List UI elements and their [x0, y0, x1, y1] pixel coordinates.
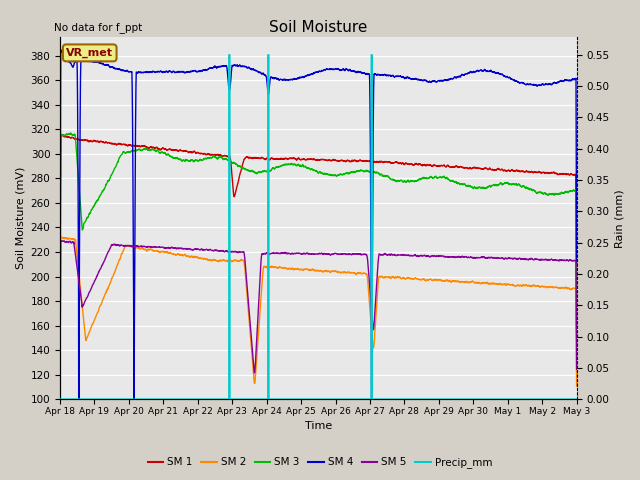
SM 3	[67, 131, 74, 136]
SM 5	[299, 251, 307, 257]
Y-axis label: Soil Moisture (mV): Soil Moisture (mV)	[15, 167, 25, 269]
SM 2	[405, 276, 413, 281]
SM 3	[56, 326, 64, 332]
SM 3	[463, 183, 471, 189]
SM 5	[463, 255, 471, 261]
SM 1	[463, 165, 471, 171]
SM 1	[434, 164, 442, 169]
SM 2	[572, 286, 580, 292]
Line: SM 4: SM 4	[60, 50, 577, 399]
SM 4	[572, 112, 580, 118]
SM 1	[57, 132, 65, 137]
SM 2	[58, 234, 65, 240]
Line: SM 2: SM 2	[60, 237, 577, 386]
SM 2	[463, 279, 471, 285]
Precip_mm	[225, 52, 233, 58]
SM 4	[56, 283, 64, 288]
Precip_mm	[463, 396, 471, 402]
Line: SM 5: SM 5	[60, 240, 577, 382]
SM 5	[57, 238, 65, 243]
SM 4	[75, 396, 83, 402]
SM 3	[149, 146, 157, 152]
SM 4	[434, 78, 442, 84]
SM 5	[572, 258, 580, 264]
SM 2	[434, 277, 442, 283]
Precip_mm	[56, 396, 64, 402]
Precip_mm	[299, 396, 307, 402]
Line: SM 3: SM 3	[60, 133, 577, 329]
SM 3	[405, 179, 413, 185]
SM 5	[434, 253, 442, 259]
SM 5	[149, 244, 157, 250]
SM 4	[57, 47, 65, 53]
SM 3	[434, 175, 442, 181]
Text: No data for f_ppt: No data for f_ppt	[54, 22, 143, 33]
SM 1	[573, 334, 580, 339]
SM 5	[405, 252, 413, 258]
SM 4	[463, 71, 471, 76]
SM 1	[149, 144, 157, 150]
SM 4	[149, 68, 157, 74]
Precip_mm	[149, 396, 157, 402]
SM 2	[573, 383, 580, 389]
X-axis label: Time: Time	[305, 421, 332, 432]
SM 3	[572, 187, 580, 193]
SM 4	[299, 74, 307, 80]
Precip_mm	[434, 396, 442, 402]
Line: SM 1: SM 1	[60, 134, 577, 336]
Precip_mm	[405, 396, 413, 402]
Legend: SM 1, SM 2, SM 3, SM 4, SM 5, Precip_mm: SM 1, SM 2, SM 3, SM 4, SM 5, Precip_mm	[143, 453, 497, 472]
Line: Precip_mm: Precip_mm	[60, 55, 577, 399]
SM 2	[299, 267, 307, 273]
Text: VR_met: VR_met	[66, 48, 113, 58]
SM 5	[573, 366, 580, 372]
SM 5	[56, 379, 64, 384]
Precip_mm	[572, 396, 580, 402]
SM 2	[149, 248, 157, 254]
SM 1	[405, 161, 413, 167]
SM 1	[299, 156, 307, 162]
Precip_mm	[573, 396, 580, 402]
SM 4	[406, 75, 413, 81]
SM 3	[299, 162, 307, 168]
SM 4	[573, 260, 580, 266]
SM 1	[56, 312, 64, 318]
Y-axis label: Rain (mm): Rain (mm)	[615, 189, 625, 248]
Title: Soil Moisture: Soil Moisture	[269, 20, 367, 35]
SM 2	[56, 377, 64, 383]
SM 3	[573, 326, 580, 332]
SM 1	[572, 218, 580, 224]
